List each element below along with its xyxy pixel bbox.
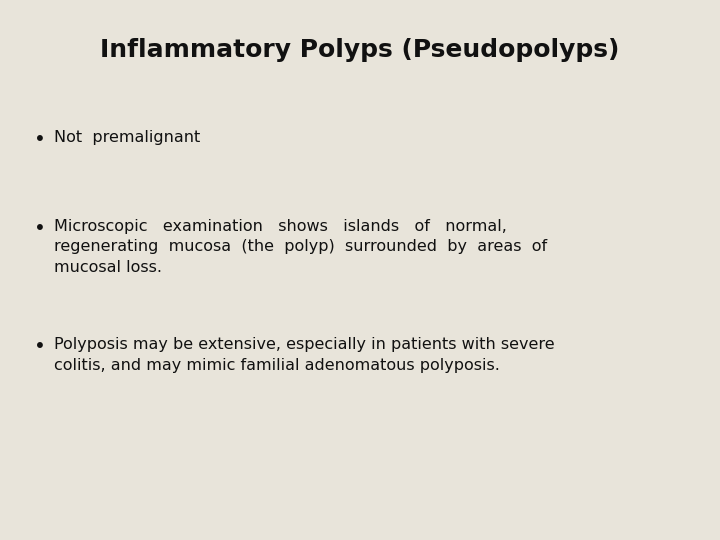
Text: •: • <box>34 130 45 148</box>
Text: Not  premalignant: Not premalignant <box>54 130 200 145</box>
Text: Inflammatory Polyps (Pseudopolyps): Inflammatory Polyps (Pseudopolyps) <box>100 38 620 62</box>
Text: •: • <box>34 219 45 238</box>
Text: Microscopic   examination   shows   islands   of   normal,
regenerating  mucosa : Microscopic examination shows islands of… <box>54 219 547 274</box>
Text: Polyposis may be extensive, especially in patients with severe
colitis, and may : Polyposis may be extensive, especially i… <box>54 338 554 373</box>
Text: •: • <box>34 338 45 356</box>
